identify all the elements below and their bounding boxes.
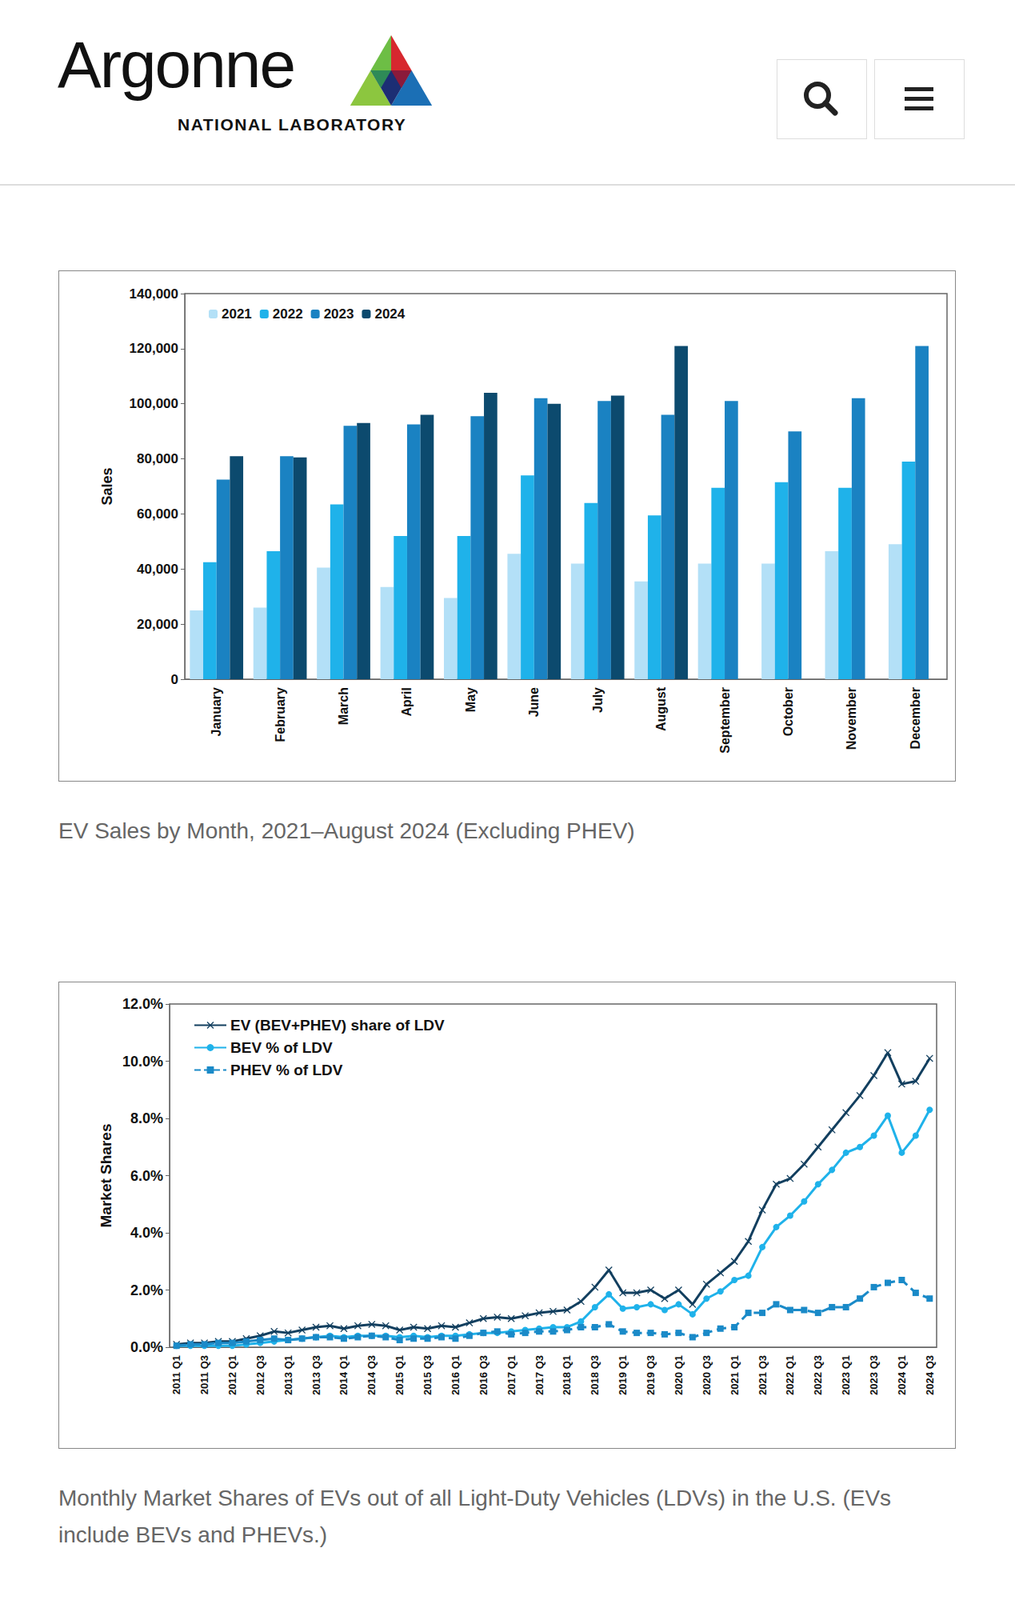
svg-text:June: June	[527, 687, 541, 717]
html-text:Monthly Market Shares of EVs o: Monthly Market Shares of EVs out of all …	[58, 1485, 892, 1547]
svg-text:February: February	[273, 687, 288, 743]
svg-text:EV (BEV+PHEV) share of LDV: EV (BEV+PHEV) share of LDV	[230, 1016, 445, 1034]
svg-text:0: 0	[171, 671, 179, 688]
svg-text:May: May	[463, 687, 478, 712]
html-text:NATIONAL LABORATORY: NATIONAL LABORATORY	[177, 115, 407, 134]
svg-text:2012 Q3: 2012 Q3	[254, 1354, 267, 1395]
svg-text:2020 Q3: 2020 Q3	[700, 1354, 713, 1395]
svg-text:8.0%: 8.0%	[130, 1110, 164, 1127]
svg-text:2013 Q1: 2013 Q1	[282, 1354, 295, 1395]
svg-text:January: January	[209, 687, 224, 736]
svg-text:2022 Q1: 2022 Q1	[783, 1354, 796, 1395]
svg-text:2015 Q3: 2015 Q3	[421, 1354, 434, 1395]
svg-text:2024 Q3: 2024 Q3	[923, 1354, 936, 1395]
svg-text:2022: 2022	[272, 306, 304, 322]
svg-text:2024: 2024	[374, 306, 405, 322]
svg-text:20,000: 20,000	[136, 616, 179, 632]
svg-text:2013 Q3: 2013 Q3	[310, 1354, 323, 1395]
svg-text:2011 Q1: 2011 Q1	[170, 1354, 183, 1395]
svg-text:September: September	[718, 687, 732, 754]
svg-text:100,000: 100,000	[129, 395, 179, 412]
svg-text:10.0%: 10.0%	[122, 1053, 164, 1070]
svg-text:60,000: 60,000	[136, 506, 179, 522]
svg-text:2018 Q3: 2018 Q3	[588, 1354, 601, 1395]
svg-text:August: August	[654, 686, 668, 732]
svg-text:July: July	[591, 687, 605, 713]
svg-text:2016 Q3: 2016 Q3	[477, 1354, 490, 1395]
html-text:EV Sales by Month, 2021–August: EV Sales by Month, 2021–August 2024 (Exc…	[58, 818, 635, 844]
svg-text:2023 Q1: 2023 Q1	[839, 1354, 852, 1395]
svg-text:2022 Q3: 2022 Q3	[811, 1354, 824, 1395]
svg-text:2017 Q3: 2017 Q3	[533, 1354, 546, 1395]
svg-text:April: April	[399, 687, 414, 716]
svg-text:2016 Q1: 2016 Q1	[449, 1354, 462, 1395]
svg-text:November: November	[844, 687, 859, 750]
svg-text:2019 Q1: 2019 Q1	[616, 1354, 629, 1395]
svg-text:2024 Q1: 2024 Q1	[895, 1354, 908, 1395]
svg-text:120,000: 120,000	[129, 340, 179, 356]
svg-text:2.0%: 2.0%	[130, 1282, 164, 1299]
svg-text:2021 Q3: 2021 Q3	[756, 1354, 769, 1395]
svg-text:6.0%: 6.0%	[130, 1167, 164, 1184]
svg-text:2014 Q1: 2014 Q1	[337, 1354, 350, 1395]
svg-text:2017 Q1: 2017 Q1	[505, 1354, 518, 1395]
svg-text:October: October	[781, 687, 796, 736]
svg-text:December: December	[908, 687, 923, 749]
svg-text:12.0%: 12.0%	[122, 995, 164, 1012]
svg-text:2021: 2021	[221, 306, 252, 322]
svg-text:Market Shares: Market Shares	[97, 1123, 115, 1228]
svg-text:2012 Q1: 2012 Q1	[226, 1354, 239, 1395]
svg-text:BEV % of LDV: BEV % of LDV	[230, 1038, 333, 1056]
svg-text:March: March	[336, 687, 351, 725]
svg-text:4.0%: 4.0%	[130, 1224, 164, 1241]
svg-text:Sales: Sales	[99, 467, 116, 505]
svg-text:80,000: 80,000	[136, 451, 179, 467]
svg-text:0.0%: 0.0%	[130, 1338, 164, 1355]
svg-text:2019 Q3: 2019 Q3	[644, 1354, 657, 1395]
svg-text:2015 Q1: 2015 Q1	[393, 1354, 406, 1395]
svg-text:2020 Q1: 2020 Q1	[672, 1354, 685, 1395]
svg-text:2023 Q3: 2023 Q3	[867, 1354, 880, 1395]
svg-text:140,000: 140,000	[129, 286, 179, 302]
svg-text:PHEV % of LDV: PHEV % of LDV	[230, 1061, 344, 1079]
html-text:Argonne: Argonne	[57, 27, 295, 101]
svg-text:2011 Q3: 2011 Q3	[198, 1354, 211, 1395]
svg-text:2023: 2023	[323, 306, 355, 322]
svg-text:2018 Q1: 2018 Q1	[560, 1354, 573, 1395]
svg-text:2014 Q3: 2014 Q3	[365, 1354, 378, 1395]
svg-text:2021 Q1: 2021 Q1	[728, 1354, 741, 1395]
svg-text:40,000: 40,000	[136, 561, 179, 577]
